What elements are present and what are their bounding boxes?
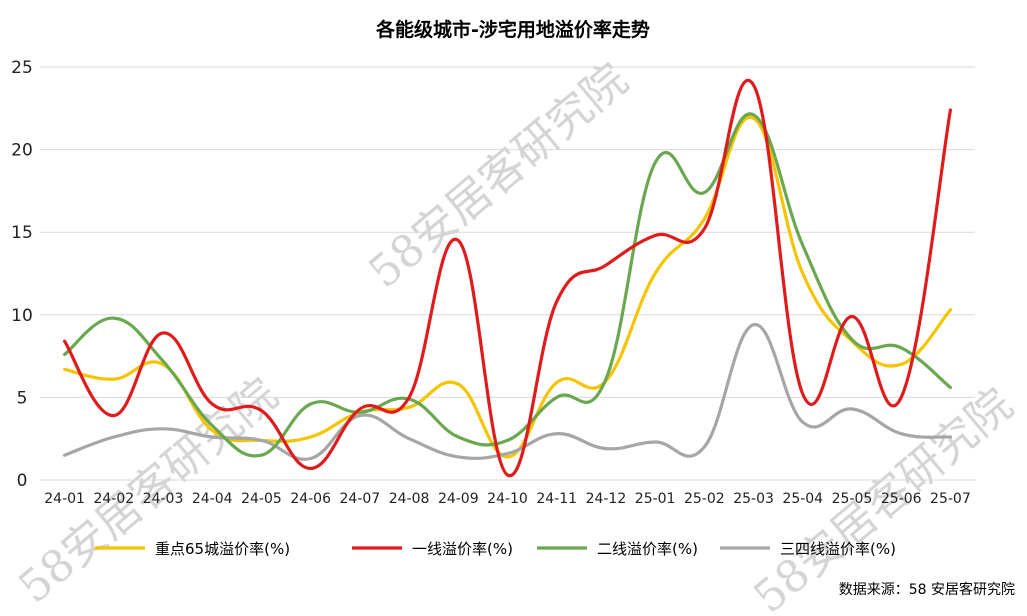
x-tick-label: 25-01 [635,491,676,507]
x-tick-label: 25-03 [733,491,774,507]
legend-label: 重点65城溢价率(%) [155,540,290,558]
source-note: 数据来源：58 安居客研究院 [839,581,1015,598]
y-tick-label: 15 [11,223,33,243]
x-tick-label: 25-02 [684,491,725,507]
y-tick-label: 0 [17,471,28,491]
x-tick-label: 24-10 [487,491,528,507]
x-tick-label: 25-04 [782,491,823,507]
x-tick-label: 24-01 [44,491,85,507]
x-tick-label: 24-11 [536,491,577,507]
x-tick-label: 24-02 [93,491,134,507]
x-tick-label: 25-07 [930,491,971,507]
legend-label: 二线溢价率(%) [597,540,698,558]
x-axis: 24-01 24-02 24-03 24-04 24-05 24-06 24-07 24-08… [44,491,970,507]
series-line-3 [63,323,952,461]
x-tick-label: 24-06 [290,491,331,507]
x-tick-label: 25-06 [881,491,922,507]
series-line-1 [63,79,952,478]
y-tick-label: 25 [11,58,33,78]
grid [40,66,975,481]
x-tick-label: 25-05 [832,491,873,507]
x-tick-label: 24-09 [438,491,479,507]
legend-label: 一线溢价率(%) [412,540,513,558]
chart-title: 各能级城市-涉宅用地溢价率走势 [375,18,650,41]
series-line-2 [63,112,952,458]
y-tick-label: 20 [11,141,33,161]
legend: 重点65城溢价率(%) 一线溢价率(%) 二线溢价率(%) 三四线溢价率(%) [95,540,896,558]
x-tick-label: 24-12 [586,491,627,507]
x-tick-label: 24-07 [340,491,381,507]
x-tick-label: 24-04 [192,491,233,507]
legend-label: 三四线溢价率(%) [780,540,896,558]
x-tick-label: 24-05 [241,491,282,507]
series-lines [63,79,952,478]
y-tick-label: 5 [17,388,28,408]
watermark-text: 58安居客研究院 [359,54,637,299]
x-tick-label: 24-08 [389,491,430,507]
y-tick-label: 10 [11,306,33,326]
x-tick-label: 24-03 [143,491,184,507]
y-axis: 0 5 10 15 20 25 [11,58,33,491]
